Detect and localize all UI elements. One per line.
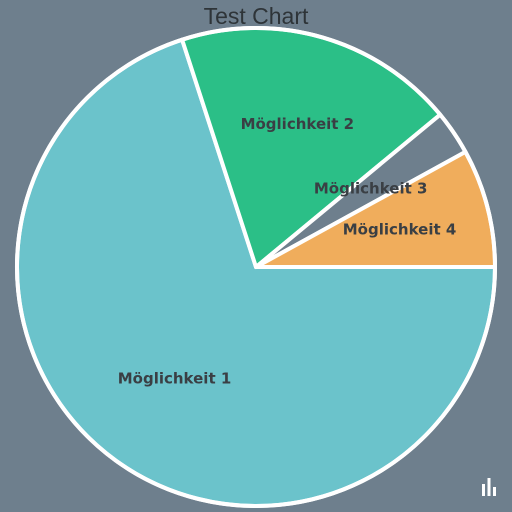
pie-labels: Möglichkeit 1 Möglichkeit 2 Möglichkeit 3 M… (118, 115, 457, 387)
pie-slice-label-4: Möglichkeit 4 (343, 221, 457, 239)
pie-slice-label-2: Möglichkeit 2 (241, 115, 355, 133)
pie-slice-label-1: Möglichkeit 1 (118, 370, 232, 388)
pie-outline (15, 26, 497, 508)
pie-slice-label-3: Möglichkeit 3 (314, 180, 428, 198)
chart-title: Test Chart (203, 3, 309, 29)
bar-chart-icon[interactable] (480, 476, 498, 496)
pie-slices (15, 26, 497, 508)
